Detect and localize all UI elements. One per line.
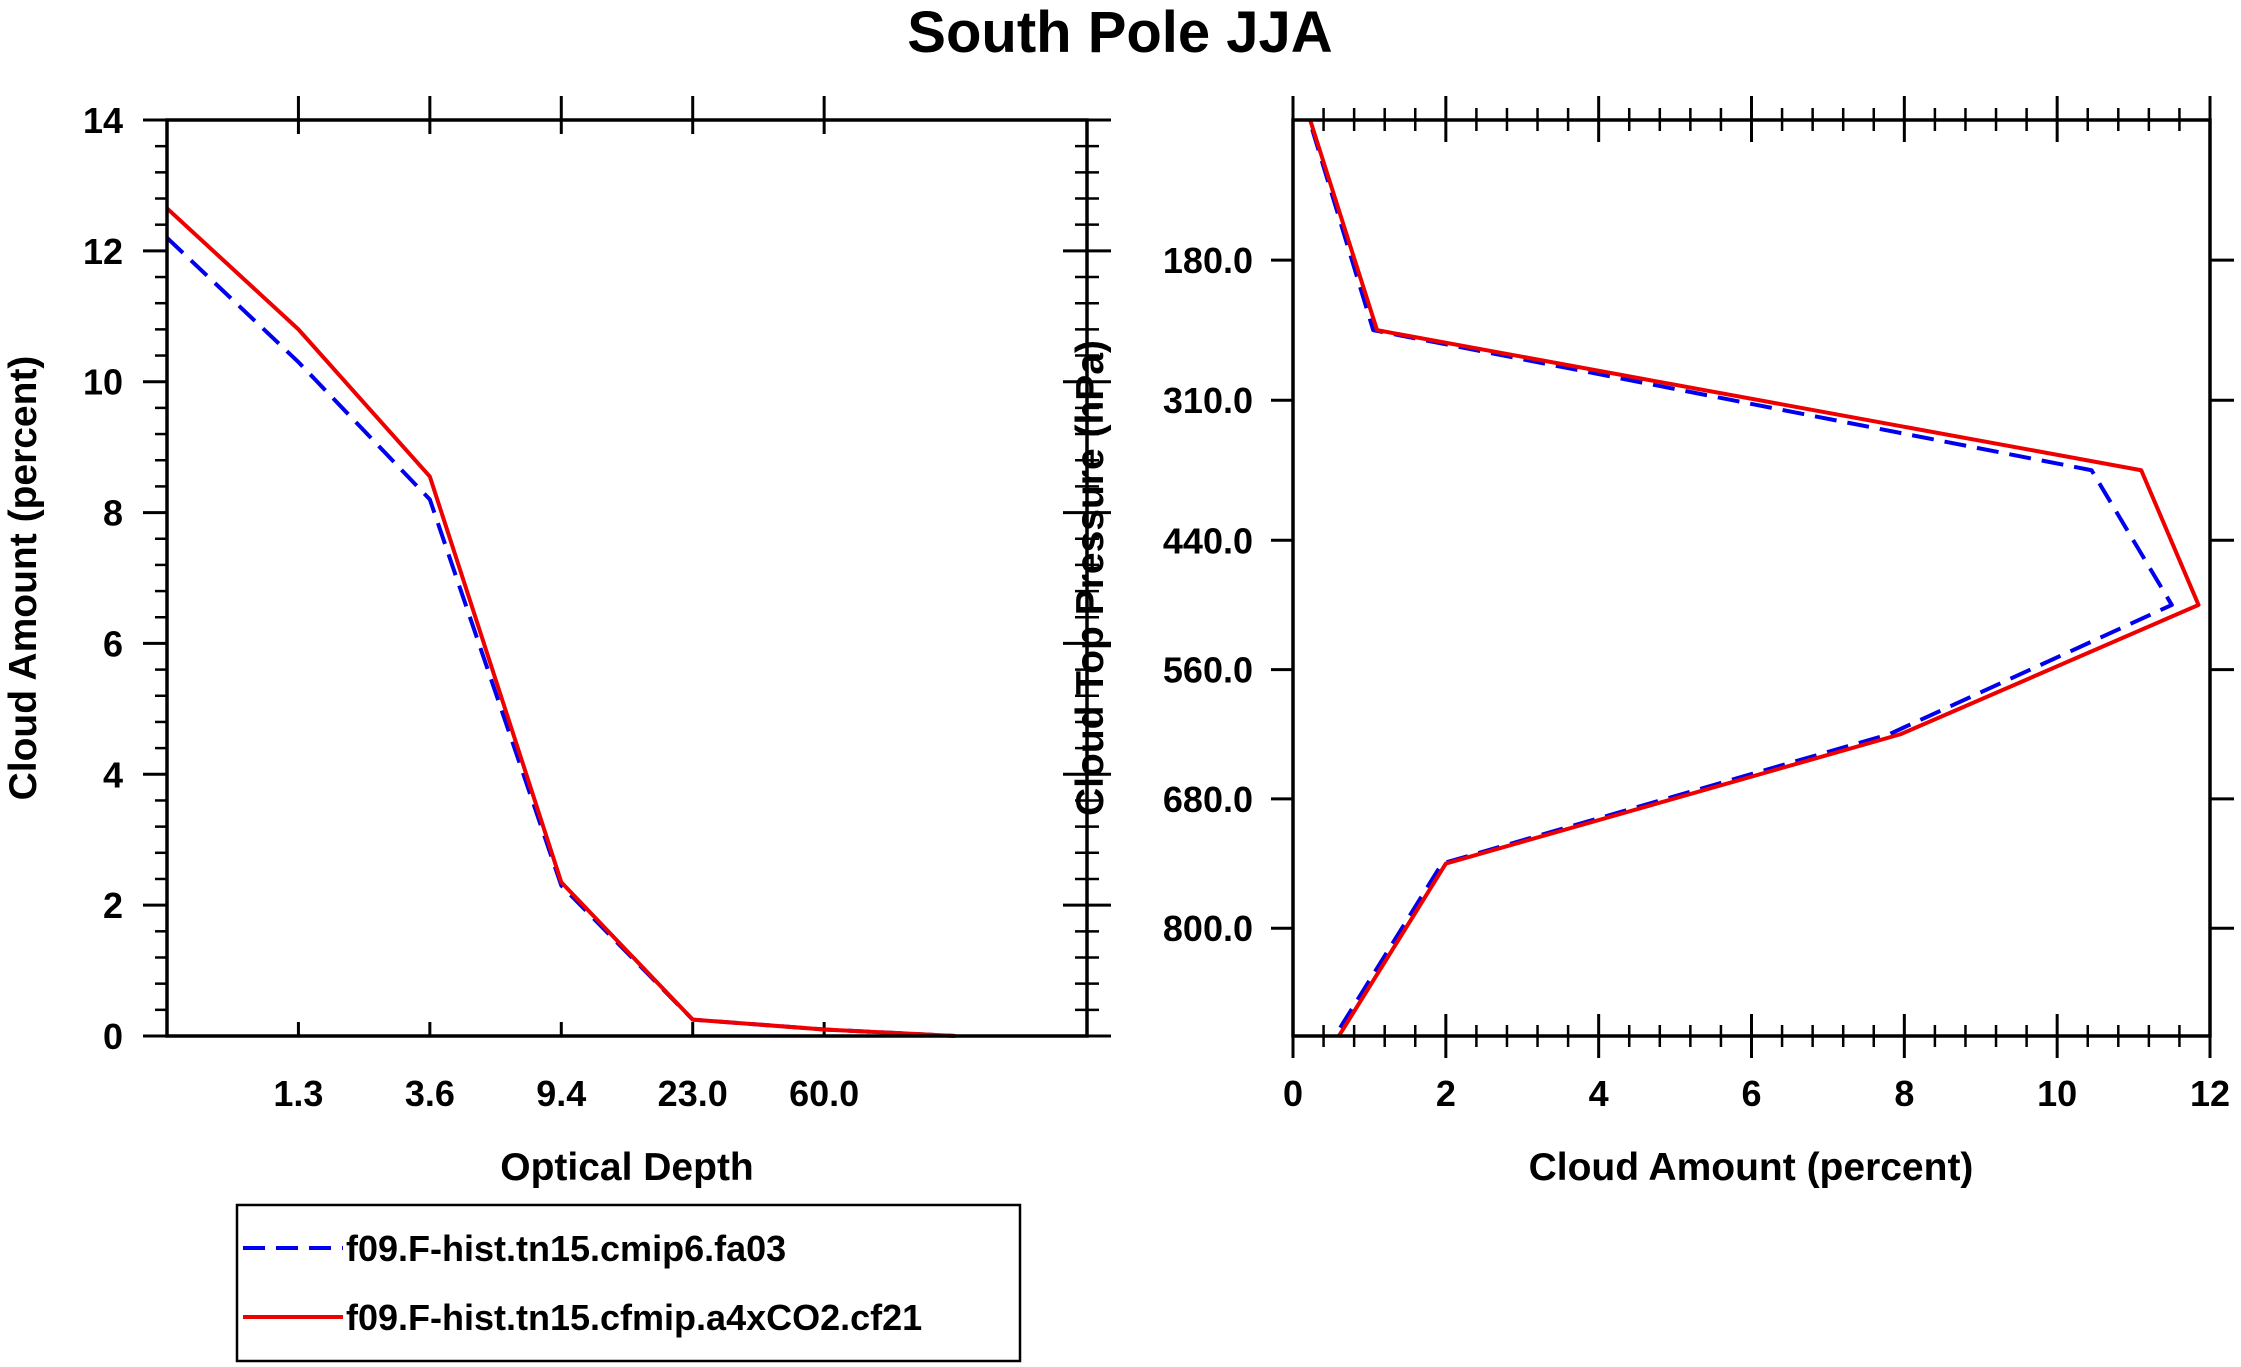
right-y-axis-label: Cloud Top Pressure (hPa) bbox=[1069, 340, 1112, 816]
left-x-tick-label: 3.6 bbox=[405, 1073, 455, 1114]
right-y-tick-label: 180.0 bbox=[1163, 240, 1253, 281]
left-x-axis-label: Optical Depth bbox=[500, 1146, 754, 1189]
right-x-tick-label: 8 bbox=[1894, 1073, 1914, 1114]
right-series-line-1 bbox=[1308, 120, 2201, 1036]
left-y-tick-label: 10 bbox=[83, 362, 123, 403]
left-plot-frame bbox=[165, 118, 1089, 1038]
right-x-tick-label: 6 bbox=[1741, 1073, 1761, 1114]
left-x-tick-label: 9.4 bbox=[536, 1073, 586, 1114]
left-series-line-1 bbox=[165, 206, 956, 1038]
left-y-tick-labels: 0 2 4 6 8 10 12 14 bbox=[83, 100, 123, 1057]
right-x-axis-label: Cloud Amount (percent) bbox=[1529, 1146, 1974, 1189]
optical-depth-panel: 0 2 4 6 8 10 12 14 1.3 3.6 9.4 23.0 60.0 Optical De… bbox=[2, 96, 1111, 1189]
right-y-tick-label: 310.0 bbox=[1163, 380, 1253, 421]
right-y-tick-label: 440.0 bbox=[1163, 520, 1253, 561]
left-y-tick-label: 8 bbox=[103, 493, 123, 534]
left-panel-ticks bbox=[143, 96, 1111, 1038]
pressure-panel: 180.0 310.0 440.0 560.0 680.0 800.0 0 2 4 6 8 10 12… bbox=[1069, 96, 2234, 1189]
right-x-tick-label: 0 bbox=[1283, 1073, 1303, 1114]
left-y-tick-label: 4 bbox=[103, 754, 123, 795]
right-plot-frame bbox=[1291, 118, 2212, 1038]
legend-box bbox=[235, 1203, 1022, 1363]
right-y-tick-label: 680.0 bbox=[1163, 779, 1253, 820]
right-panel-lines bbox=[1307, 120, 2201, 1036]
left-x-tick-label: 60.0 bbox=[789, 1073, 859, 1114]
left-y-axis-label: Cloud Amount (percent) bbox=[2, 356, 45, 801]
legend: f09.F-hist.tn15.cmip6.fa03 f09.F-hist.tn… bbox=[235, 1203, 1022, 1363]
left-panel-lines bbox=[165, 206, 956, 1038]
left-y-tick-label: 12 bbox=[83, 231, 123, 272]
left-y-tick-label: 0 bbox=[103, 1016, 123, 1057]
chart-title: South Pole JJA bbox=[907, 0, 1332, 65]
right-series-line-0 bbox=[1307, 120, 2174, 1036]
left-x-tick-label: 1.3 bbox=[273, 1073, 323, 1114]
right-x-tick-labels: 0 2 4 6 8 10 12 bbox=[1283, 1073, 2230, 1114]
right-x-tick-label: 10 bbox=[2037, 1073, 2077, 1114]
left-x-tick-label: 23.0 bbox=[658, 1073, 728, 1114]
left-x-tick-labels: 1.3 3.6 9.4 23.0 60.0 bbox=[273, 1073, 859, 1114]
left-y-tick-label: 2 bbox=[103, 885, 123, 926]
right-x-tick-label: 12 bbox=[2190, 1073, 2230, 1114]
legend-label-1: f09.F-hist.tn15.cfmip.a4xCO2.cf21 bbox=[346, 1297, 922, 1338]
right-x-tick-label: 2 bbox=[1436, 1073, 1456, 1114]
right-y-tick-labels: 180.0 310.0 440.0 560.0 680.0 800.0 bbox=[1163, 240, 1253, 949]
right-x-tick-label: 4 bbox=[1589, 1073, 1609, 1114]
left-series-line-0 bbox=[165, 236, 956, 1038]
right-y-tick-label: 560.0 bbox=[1163, 650, 1253, 691]
left-y-tick-label: 6 bbox=[103, 623, 123, 664]
legend-label-0: f09.F-hist.tn15.cmip6.fa03 bbox=[346, 1228, 786, 1269]
left-y-tick-label: 14 bbox=[83, 100, 123, 141]
right-y-tick-label: 800.0 bbox=[1163, 908, 1253, 949]
